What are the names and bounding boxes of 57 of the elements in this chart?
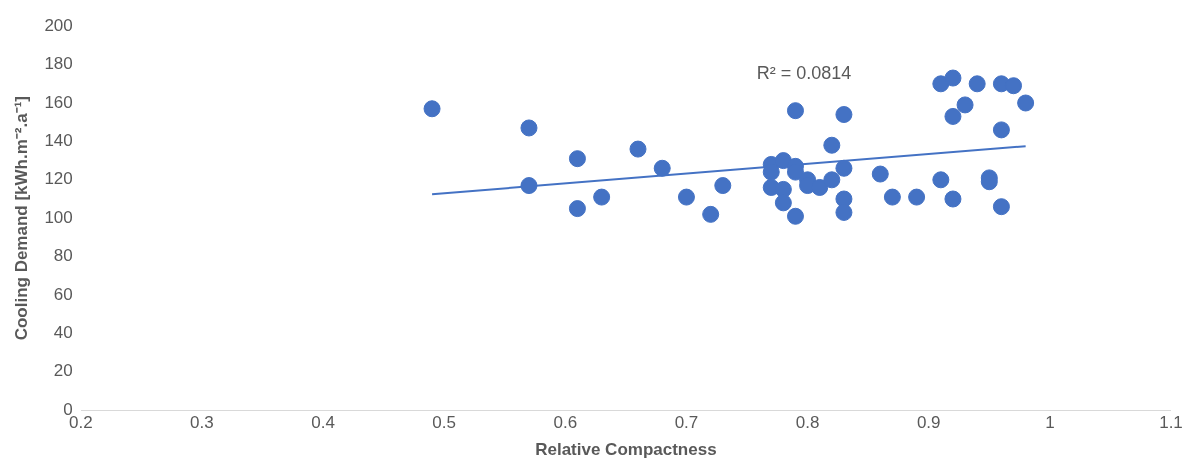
y-tick-label: 20 bbox=[53, 361, 73, 381]
point bbox=[944, 190, 962, 208]
x-tick-label: 1.1 bbox=[1159, 413, 1183, 433]
y-tick-label: 80 bbox=[53, 246, 73, 266]
x-tick-label: 0.7 bbox=[674, 413, 699, 433]
point bbox=[944, 107, 962, 125]
point bbox=[520, 119, 538, 137]
point bbox=[883, 188, 901, 206]
point bbox=[932, 171, 950, 189]
point bbox=[714, 177, 732, 195]
point bbox=[823, 136, 841, 154]
point bbox=[835, 106, 853, 124]
x-tick-label: 0.3 bbox=[190, 413, 214, 433]
x-tick-label: 0.9 bbox=[916, 413, 941, 433]
point bbox=[568, 200, 586, 218]
y-tick-label: 200 bbox=[44, 15, 73, 35]
y-tick-label: 40 bbox=[53, 323, 73, 343]
point bbox=[823, 171, 841, 189]
point bbox=[629, 140, 647, 158]
point bbox=[520, 177, 538, 195]
point bbox=[774, 194, 792, 212]
point bbox=[702, 205, 720, 223]
point bbox=[992, 198, 1010, 216]
point bbox=[1005, 77, 1023, 95]
point bbox=[568, 150, 586, 168]
annotation: R² = 0.0814 bbox=[756, 63, 852, 84]
y-axis-title: Cooling Demand [kWh.m⁻².a⁻¹] bbox=[11, 96, 31, 341]
point bbox=[944, 69, 962, 87]
x-tick-label: 0.5 bbox=[432, 413, 456, 433]
point bbox=[774, 152, 792, 170]
y-tick-label: 180 bbox=[44, 54, 73, 74]
point bbox=[774, 180, 792, 198]
y-tick-label: 120 bbox=[44, 169, 73, 189]
y-tick-label: 160 bbox=[44, 92, 73, 112]
x-tick-label: 1 bbox=[1045, 413, 1055, 433]
point bbox=[786, 102, 804, 120]
point bbox=[1017, 94, 1035, 112]
point bbox=[653, 159, 671, 177]
point bbox=[968, 75, 986, 93]
point bbox=[593, 188, 611, 206]
point bbox=[786, 207, 804, 225]
x-tick-label: 0.8 bbox=[795, 413, 820, 433]
x-axis-title: Relative Compactness bbox=[535, 440, 717, 460]
y-tick-label: 100 bbox=[44, 207, 73, 227]
point bbox=[908, 188, 926, 206]
point bbox=[423, 100, 441, 118]
y-tick-label: 60 bbox=[53, 284, 73, 304]
point bbox=[835, 203, 853, 221]
point bbox=[956, 96, 974, 114]
y-tick-label: 140 bbox=[44, 131, 73, 151]
point bbox=[835, 159, 853, 177]
point bbox=[992, 121, 1010, 139]
point bbox=[871, 165, 889, 183]
x-tick-label: 0.6 bbox=[553, 413, 578, 433]
point bbox=[677, 188, 695, 206]
x-tick-label: 0.4 bbox=[311, 413, 335, 433]
point bbox=[811, 178, 829, 196]
